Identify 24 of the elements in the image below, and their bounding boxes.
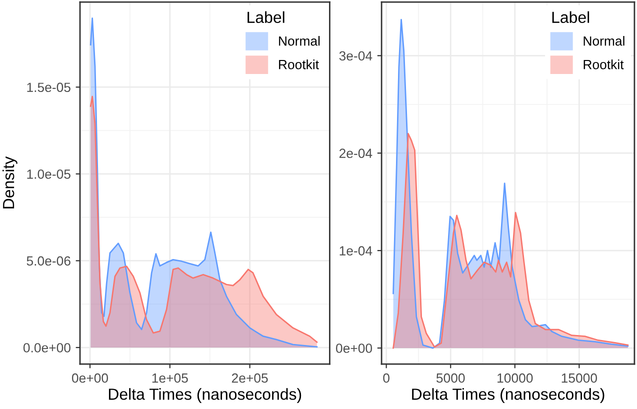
- y-tick-label: 3e-04: [339, 51, 372, 61]
- y-tick-label: 1.5e-05: [27, 82, 70, 92]
- y-tick-label: 0e+00: [336, 344, 372, 353]
- y-tick-label: 5.0e-06: [26, 256, 70, 266]
- x-tick-label: 5000: [436, 373, 465, 383]
- legend-title: Label: [248, 11, 284, 24]
- legend-label: Normal: [584, 36, 624, 46]
- y-tick-label: 1.0e-05: [27, 169, 70, 179]
- x-tick-label: 1e+05: [152, 373, 188, 383]
- x-tick-label: 10000: [498, 373, 533, 383]
- legend-title: Label: [552, 11, 590, 24]
- x-tick-label: 0e+00: [72, 373, 108, 383]
- y-tick-label: 1e-04: [340, 246, 372, 256]
- x-axis-title: Delta Times (nanoseconds): [412, 388, 604, 403]
- y-tick-label: 2e-04: [339, 148, 372, 158]
- x-axis-title: Delta Times (nanoseconds): [108, 388, 302, 403]
- x-tick-label: 15000: [562, 373, 597, 383]
- y-tick-label: 0.0e+00: [23, 343, 70, 352]
- x-tick-label: 0: [383, 373, 390, 383]
- y-axis-title: Density: [2, 156, 18, 208]
- legend-label: Rootkit: [584, 60, 624, 70]
- legend-label: Normal: [279, 36, 320, 46]
- x-tick-label: 2e+05: [232, 373, 268, 383]
- legend-label: Rootkit: [279, 60, 319, 70]
